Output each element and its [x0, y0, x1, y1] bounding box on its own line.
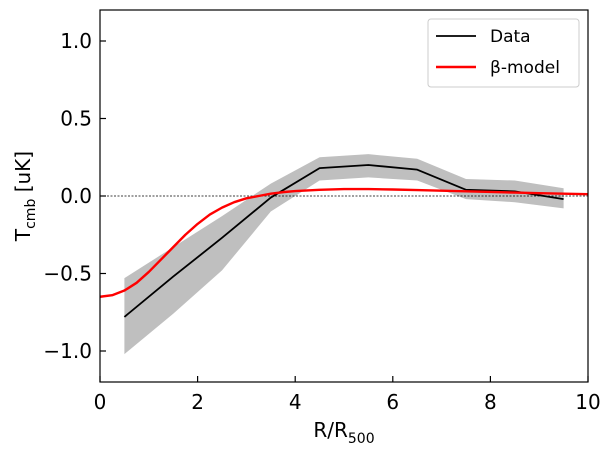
y-tick-label: 0.5	[60, 107, 92, 131]
legend-data-label: Data	[490, 27, 531, 47]
axis-ticks: 0 2 4 6 8 10 1.0 0.5 0.0 −0.5 −1.0	[43, 9, 601, 414]
x-tick-label: 4	[289, 390, 302, 414]
error-band	[124, 154, 564, 355]
x-tick-label: 10	[575, 390, 600, 414]
y-tick-label: 1.0	[60, 29, 92, 53]
x-tick-label: 8	[484, 390, 497, 414]
beta-model-series-line	[100, 187, 588, 298]
x-tick-label: 2	[191, 390, 204, 414]
y-tick-label: −1.0	[43, 339, 92, 363]
legend: Data β-model	[427, 18, 580, 88]
data-series-line	[123, 164, 564, 318]
x-axis-label: R/R500	[313, 418, 374, 447]
plot-area	[100, 154, 588, 355]
y-tick-label: −0.5	[43, 262, 92, 286]
x-tick-label: 0	[94, 390, 107, 414]
legend-beta-model-label: β-model	[490, 58, 560, 78]
y-axis-label: Tcmb [uK]	[11, 151, 39, 242]
y-tick-label: 0.0	[60, 184, 92, 208]
x-tick-label: 6	[386, 390, 399, 414]
